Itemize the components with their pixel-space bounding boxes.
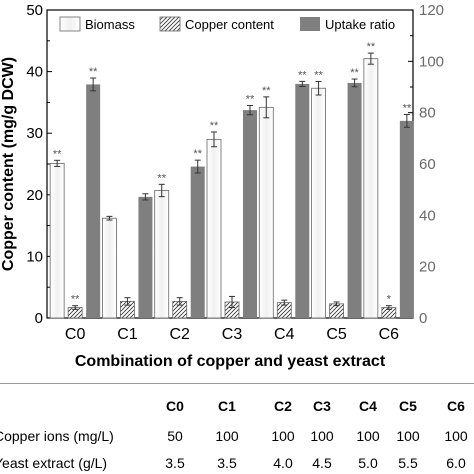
table-header-cell: C4 <box>359 398 377 414</box>
table-divider <box>0 383 474 384</box>
legend-swatch-gray <box>300 17 320 31</box>
y-right-tick-label: 0 <box>419 310 427 327</box>
table-header-cell: C1 <box>218 398 236 414</box>
bar-gray <box>190 166 205 318</box>
significance-mark: ** <box>314 69 323 81</box>
bar-white <box>258 106 274 319</box>
significance-mark: ** <box>89 66 98 78</box>
table-cell: 100 <box>215 428 239 444</box>
y-left-tick-label: 40 <box>26 64 43 81</box>
table-row-label: Yeast extract (g/L) <box>0 455 108 471</box>
significance-mark: ** <box>210 120 219 132</box>
y-left-tick-label: 20 <box>26 187 43 204</box>
significance-mark: ** <box>262 85 271 97</box>
legend-label: Biomass <box>85 17 135 32</box>
x-tick-label: C3 <box>222 326 243 343</box>
x-axis-label: Combination of copper and yeast extract <box>75 353 386 370</box>
significance-mark: ** <box>157 172 166 184</box>
legend-swatch-hatched <box>159 16 181 32</box>
y-axis-label-left: Copper content (mg/g DCW) <box>0 57 17 271</box>
bar-gray <box>399 120 414 318</box>
y-right-tick-label: 100 <box>419 53 444 70</box>
y-right-tick-label: 20 <box>419 259 436 276</box>
x-tick-label: C1 <box>117 326 138 343</box>
table-header-cell: C3 <box>313 398 331 414</box>
bar-white <box>363 58 379 319</box>
bar-gray <box>138 196 153 318</box>
table-header-cell: C2 <box>274 398 292 414</box>
y-left-tick-label: 30 <box>26 125 43 142</box>
significance-mark: * <box>387 294 392 306</box>
significance-mark: ** <box>71 294 80 306</box>
table-cell: 5.0 <box>358 455 378 471</box>
bar-gray <box>243 110 257 318</box>
table-row-label: Copper ions (mg/L) <box>0 428 114 444</box>
table-cell: 6.0 <box>446 455 466 471</box>
table-row: Yeast extract (g/L) 3.5 3.5 4.0 4.5 5.0 5.5 6.0 <box>0 453 474 473</box>
table-cell: 3.5 <box>165 455 185 471</box>
table-cell: 3.5 <box>217 455 237 471</box>
table-header-cell: C0 <box>166 398 184 414</box>
table-cell: 50 <box>167 428 183 444</box>
y-right-tick-label: 120 <box>419 2 444 19</box>
table-cell: 4.5 <box>312 455 332 471</box>
significance-mark: ** <box>193 148 202 160</box>
table-cell: 4.0 <box>273 455 293 471</box>
x-axis: C0 C1 C2 C3 C4 C5 C6 <box>65 313 399 343</box>
significance-mark: ** <box>350 67 359 79</box>
x-tick-label: C4 <box>274 326 295 343</box>
bar-white <box>49 162 65 319</box>
table-cell: 100 <box>444 428 468 444</box>
table-cell: 100 <box>356 428 380 444</box>
y-left-tick-label: 10 <box>26 248 43 265</box>
y-left-tick-label: 0 <box>35 310 43 327</box>
y-left-axis: 0 10 20 30 40 50 <box>26 2 52 327</box>
x-tick-label: C2 <box>169 326 190 343</box>
table-cell: 100 <box>396 428 420 444</box>
bar-white <box>102 217 117 319</box>
y-right-tick-label: 60 <box>419 156 436 173</box>
table-header-cell: C6 <box>447 398 465 414</box>
legend-label: Uptake ratio <box>325 17 395 32</box>
significance-mark: ** <box>298 69 307 81</box>
x-tick-label: C5 <box>326 326 347 343</box>
legend-label: Copper content <box>185 17 274 32</box>
bars-layer: ************** ********* **** <box>49 41 414 319</box>
bar-gray <box>295 83 310 318</box>
legend: Biomass Copper content Uptake ratio <box>59 16 395 32</box>
x-tick-label: C6 <box>379 326 400 343</box>
significance-mark: ** <box>53 148 62 160</box>
table-cell: 5.5 <box>398 455 418 471</box>
bar-white <box>311 87 326 319</box>
x-tick-label: C0 <box>65 326 86 343</box>
y-left-tick-label: 50 <box>26 2 43 19</box>
bar-gray <box>86 84 101 318</box>
significance-mark: ** <box>367 41 376 53</box>
y-right-tick-label: 40 <box>419 207 436 224</box>
table-header-cell: C5 <box>399 398 417 414</box>
significance-mark: ** <box>246 93 255 105</box>
significance-mark: ** <box>403 102 412 114</box>
table-cell: 100 <box>271 428 295 444</box>
y-right-tick-label: 80 <box>419 105 436 122</box>
bar-gray <box>347 82 362 318</box>
table-row: Copper ions (mg/L) 50 100 100 100 100 100 100 <box>0 426 474 446</box>
bar-white <box>154 190 170 319</box>
legend-swatch-white <box>59 16 81 32</box>
table-cell: 100 <box>310 428 334 444</box>
bar-white <box>206 138 222 319</box>
table-header-row: C0 C1 C2 C3 C4 C5 C6 <box>0 396 474 416</box>
